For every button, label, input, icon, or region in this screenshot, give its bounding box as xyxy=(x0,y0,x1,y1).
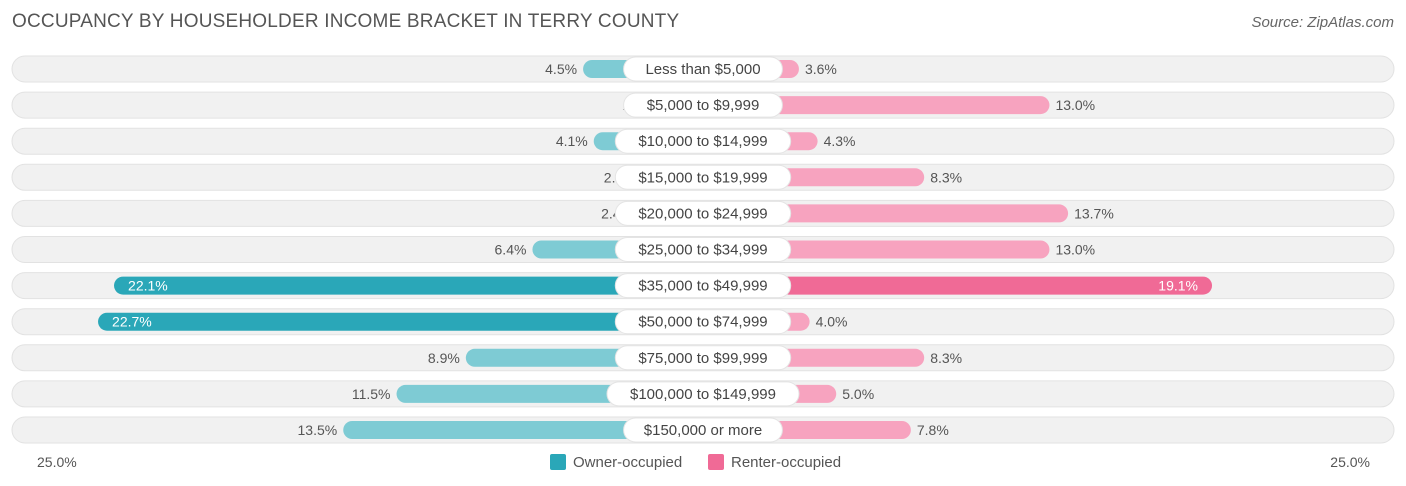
category-pill xyxy=(623,417,783,443)
legend-owner-label: Owner-occupied xyxy=(573,454,682,471)
category-pill xyxy=(614,273,792,299)
chart-source: Source: ZipAtlas.com xyxy=(1251,14,1394,31)
owner-bar xyxy=(343,421,703,439)
owner-value-label: 13.5% xyxy=(298,422,338,438)
category-pill xyxy=(614,345,792,371)
chart-title: OCCUPANCY BY HOUSEHOLDER INCOME BRACKET … xyxy=(12,11,680,32)
category-pill xyxy=(614,237,792,262)
axis-left-label: 25.0% xyxy=(37,454,77,470)
category-pill xyxy=(614,309,792,335)
axis-right-label: 25.0% xyxy=(1330,454,1370,470)
category-label: $15,000 to $19,999 xyxy=(638,169,767,186)
renter-value-label: 3.6% xyxy=(805,61,837,77)
category-pill xyxy=(623,56,783,82)
category-pill xyxy=(614,164,792,190)
legend-renter-label: Renter-occupied xyxy=(731,454,841,471)
owner-bar xyxy=(98,312,704,331)
legend-owner-swatch xyxy=(550,454,566,470)
renter-bar xyxy=(703,276,1213,295)
renter-value-label: 8.3% xyxy=(930,350,962,366)
renter-value-label: 4.3% xyxy=(824,133,856,149)
category-label: $50,000 to $74,999 xyxy=(638,314,767,331)
renter-value-label: 13.7% xyxy=(1074,205,1114,221)
owner-value-label: 22.7% xyxy=(112,314,152,330)
renter-value-label: 19.1% xyxy=(1158,278,1198,294)
renter-bar xyxy=(703,204,1069,223)
category-label: $35,000 to $49,999 xyxy=(638,278,767,295)
renter-bar xyxy=(703,96,1050,115)
owner-value-label: 4.5% xyxy=(545,61,577,77)
category-label: $20,000 to $24,999 xyxy=(638,205,767,222)
category-label: $100,000 to $149,999 xyxy=(630,386,776,403)
category-label: Less than $5,000 xyxy=(645,61,760,78)
category-pill xyxy=(623,92,783,118)
owner-value-label: 22.1% xyxy=(128,278,168,294)
renter-value-label: 7.8% xyxy=(917,422,949,438)
category-label: $10,000 to $14,999 xyxy=(638,133,767,150)
owner-bar xyxy=(114,276,703,295)
category-pill xyxy=(614,200,792,226)
renter-value-label: 4.0% xyxy=(816,314,848,330)
owner-value-label: 8.9% xyxy=(428,350,460,366)
category-label: $5,000 to $9,999 xyxy=(647,97,760,114)
category-label: $75,000 to $99,999 xyxy=(638,350,767,367)
category-label: $150,000 or more xyxy=(644,422,762,439)
owner-value-label: 4.1% xyxy=(556,133,588,149)
owner-value-label: 11.5% xyxy=(352,386,391,402)
renter-value-label: 13.0% xyxy=(1055,97,1095,113)
category-label: $25,000 to $34,999 xyxy=(638,242,767,259)
legend-renter-swatch xyxy=(708,454,724,470)
category-pill xyxy=(606,381,800,407)
renter-value-label: 5.0% xyxy=(842,386,874,402)
renter-value-label: 8.3% xyxy=(930,169,962,185)
renter-value-label: 13.0% xyxy=(1055,242,1095,258)
category-pill xyxy=(614,128,792,154)
owner-value-label: 6.4% xyxy=(495,242,527,258)
